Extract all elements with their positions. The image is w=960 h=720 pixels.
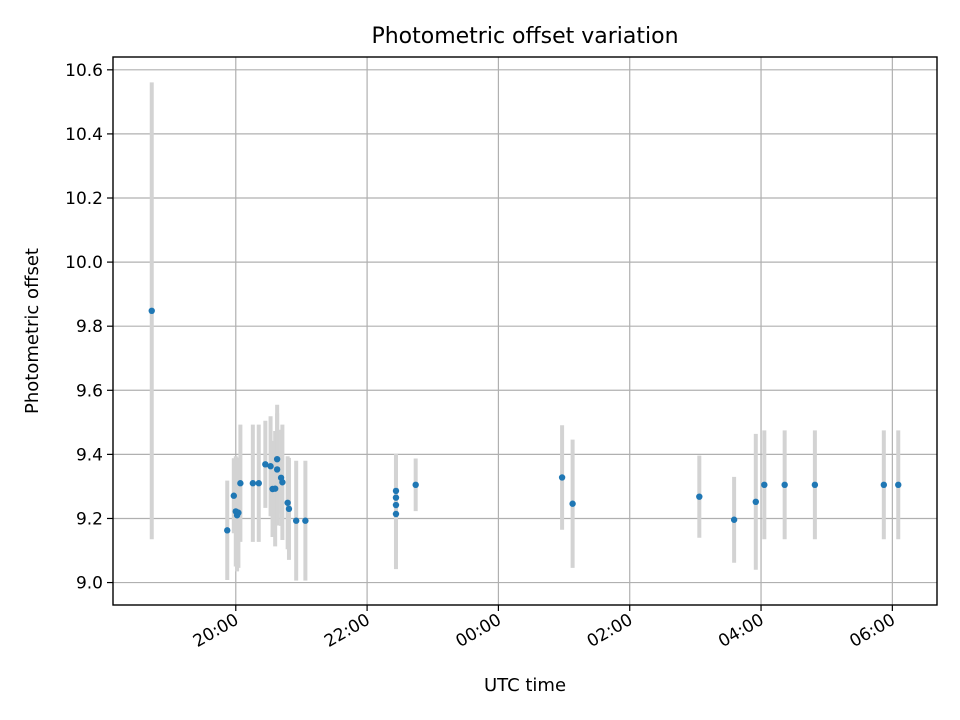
data-point — [224, 527, 231, 534]
data-point — [392, 501, 400, 509]
data-point — [279, 479, 286, 486]
y-tick-label: 9.8 — [76, 317, 103, 337]
data-point — [235, 509, 242, 516]
y-tick-label: 10.2 — [65, 189, 103, 209]
y-tick-label: 9.0 — [76, 574, 103, 594]
grid-lines — [113, 57, 937, 605]
data-point — [273, 455, 281, 463]
x-tick-label: 04:00 — [715, 610, 767, 652]
data-point — [292, 517, 300, 524]
chart-title: Photometric offset variation — [371, 24, 678, 49]
data-point — [761, 481, 768, 489]
data-point — [392, 487, 400, 495]
data-point — [267, 463, 274, 470]
data-point — [880, 481, 888, 489]
data-point — [811, 481, 819, 489]
data-point — [284, 499, 291, 506]
plot-frame — [112, 56, 938, 606]
data-point — [273, 466, 281, 473]
data-point — [895, 481, 902, 489]
data-point — [255, 480, 262, 487]
y-axis-ticks: 9.0 9.2 9.4 9.6 9.8 10.0 10.2 10.4 10.6 — [65, 61, 113, 594]
data-point — [752, 498, 759, 506]
data-point — [730, 516, 738, 523]
x-tick-label: 22:00 — [321, 610, 373, 652]
data-point — [392, 510, 400, 518]
data-point — [249, 480, 257, 487]
data-point — [558, 474, 566, 481]
data-point — [285, 505, 293, 513]
y-tick-label: 10.0 — [65, 253, 103, 273]
y-tick-label: 9.6 — [76, 381, 103, 401]
data-point — [412, 481, 419, 489]
y-tick-label: 10.4 — [65, 125, 103, 145]
data-points — [148, 307, 902, 534]
y-axis-label: Photometric offset — [22, 248, 43, 414]
x-tick-label: 02:00 — [584, 610, 636, 652]
x-axis-label: UTC time — [484, 675, 566, 696]
y-tick-label: 9.4 — [76, 445, 103, 465]
y-tick-label: 10.6 — [65, 61, 103, 81]
x-tick-label: 00:00 — [452, 610, 504, 652]
y-tick-label: 9.2 — [76, 509, 103, 529]
error-bars — [149, 82, 901, 581]
data-point — [237, 480, 244, 487]
data-point — [148, 307, 155, 315]
data-point — [392, 494, 400, 501]
data-point — [271, 485, 279, 492]
data-point — [262, 461, 269, 468]
data-point — [781, 481, 788, 489]
data-point — [569, 500, 576, 507]
data-point — [230, 492, 238, 499]
data-point — [696, 493, 703, 500]
x-axis-ticks: 20:00 22:00 00:00 02:00 04:00 06:00 — [190, 605, 899, 652]
data-point — [302, 517, 309, 524]
x-tick-label: 20:00 — [190, 610, 242, 652]
x-tick-label: 06:00 — [846, 610, 898, 652]
